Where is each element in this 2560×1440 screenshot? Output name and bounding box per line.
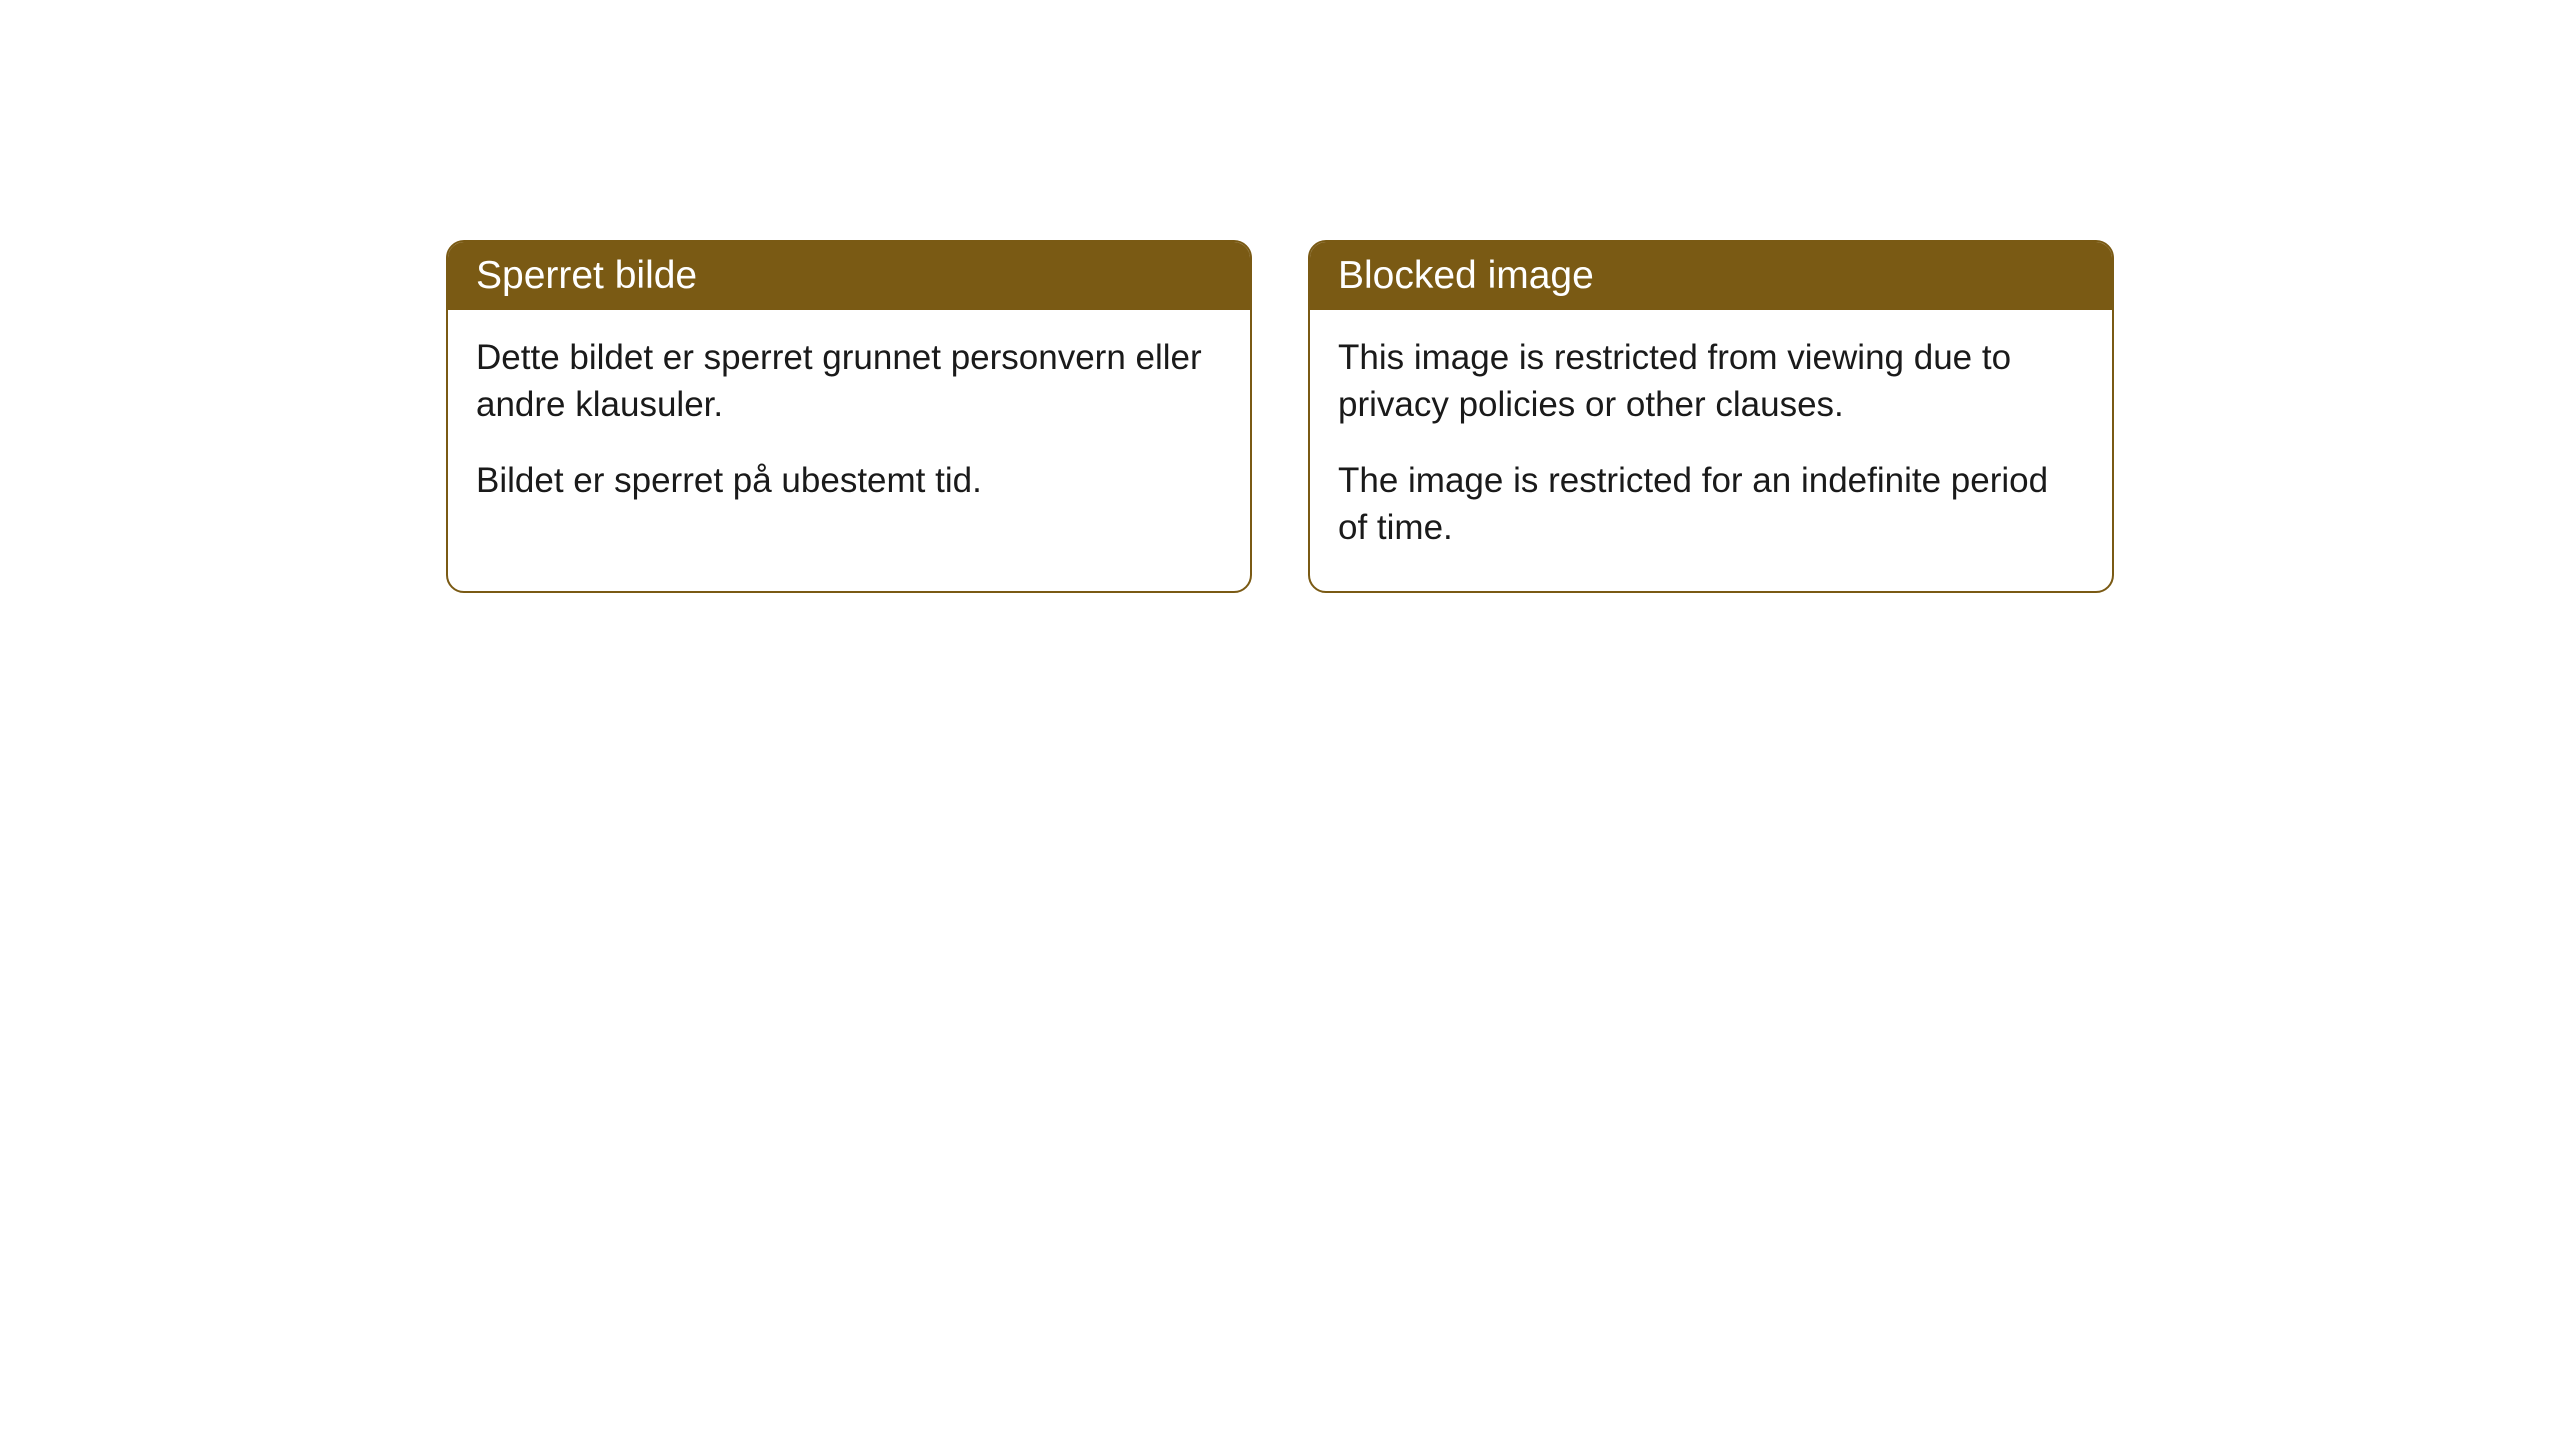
card-title: Blocked image bbox=[1338, 254, 1594, 297]
card-header: Blocked image bbox=[1310, 242, 2112, 310]
card-paragraph: Bildet er sperret på ubestemt tid. bbox=[476, 457, 1222, 504]
card-header: Sperret bilde bbox=[448, 242, 1250, 310]
card-body: This image is restricted from viewing du… bbox=[1310, 310, 2112, 591]
card-paragraph: The image is restricted for an indefinit… bbox=[1338, 457, 2084, 552]
notice-card-english: Blocked image This image is restricted f… bbox=[1308, 240, 2114, 593]
card-paragraph: This image is restricted from viewing du… bbox=[1338, 334, 2084, 429]
card-paragraph: Dette bildet er sperret grunnet personve… bbox=[476, 334, 1222, 429]
card-title: Sperret bilde bbox=[476, 254, 697, 297]
notice-card-norwegian: Sperret bilde Dette bildet er sperret gr… bbox=[446, 240, 1252, 593]
notice-container: Sperret bilde Dette bildet er sperret gr… bbox=[446, 240, 2114, 593]
card-body: Dette bildet er sperret grunnet personve… bbox=[448, 310, 1250, 544]
